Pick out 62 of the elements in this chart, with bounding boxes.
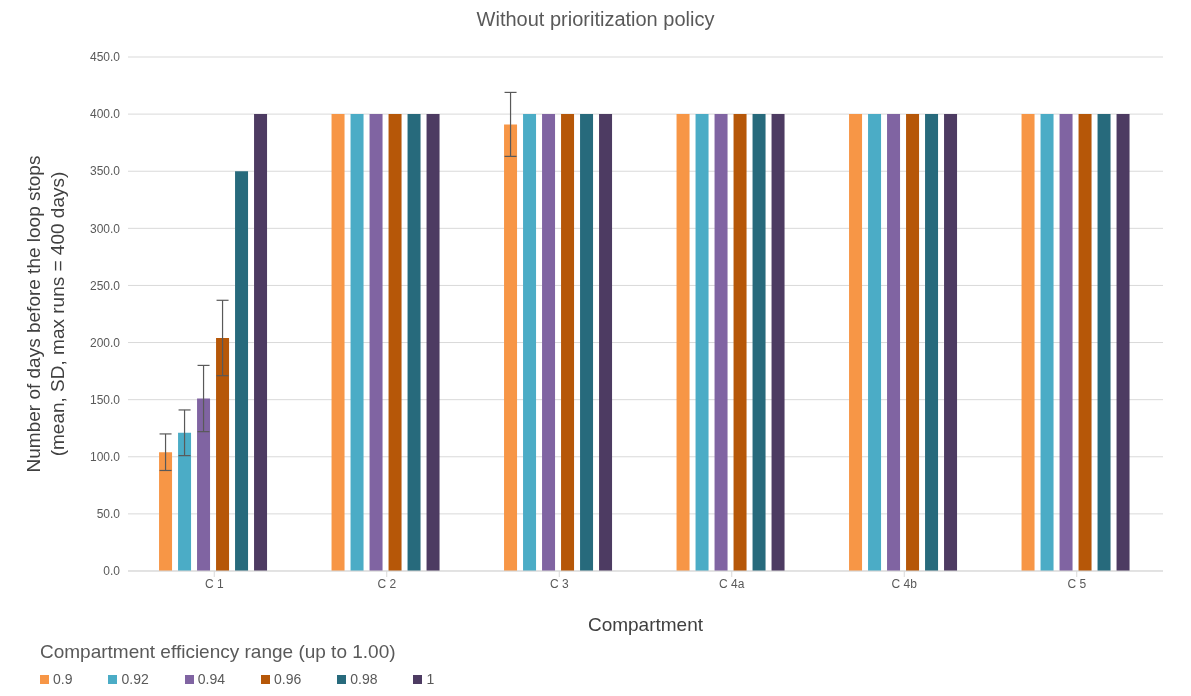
- legend-label: 0.92: [120, 671, 149, 687]
- bar: [944, 114, 958, 571]
- bar: [197, 398, 211, 571]
- bar: [407, 114, 421, 571]
- y-tick-label: 0.0: [103, 564, 121, 579]
- bar: [350, 114, 364, 571]
- legend-title: Compartment efficiency range (up to 1.00): [40, 641, 397, 663]
- y-tick-label: 400.0: [89, 107, 121, 122]
- bar: [1097, 114, 1111, 571]
- bar: [771, 114, 785, 571]
- bar: [331, 114, 345, 571]
- bar: [1078, 114, 1092, 571]
- x-tick-label: C 2: [377, 576, 397, 591]
- y-tick-label: 450.0: [89, 50, 121, 65]
- y-tick-label: 50.0: [96, 507, 121, 522]
- bar: [426, 114, 440, 571]
- legend-label: 0.9: [52, 671, 73, 687]
- bar: [906, 114, 920, 571]
- bar: [695, 114, 709, 571]
- bar: [925, 114, 939, 571]
- y-axis-title: Number of days before the loop stops (mean, SD, max runs = 400 days): [23, 155, 68, 473]
- bar: [676, 114, 690, 571]
- y-tick-label: 200.0: [89, 335, 121, 350]
- x-tick-label: C 3: [549, 576, 569, 591]
- x-axis-title: Compartment: [587, 614, 704, 635]
- bar: [235, 171, 249, 571]
- bar: [542, 114, 556, 571]
- legend-label: 0.98: [349, 671, 378, 687]
- y-tick-label: 100.0: [89, 450, 121, 465]
- bar: [868, 114, 882, 571]
- legend-label: 0.94: [196, 671, 225, 687]
- bar: [561, 114, 575, 571]
- bar: [849, 114, 863, 571]
- x-tick-label: C 5: [1067, 576, 1087, 591]
- legend-label: 1: [425, 671, 435, 687]
- bar: [523, 114, 537, 571]
- bar: [504, 124, 518, 571]
- bar: [733, 114, 747, 571]
- bar: [1021, 114, 1035, 571]
- y-tick-label: 250.0: [89, 278, 121, 293]
- x-tick-label: C 4a: [719, 576, 745, 591]
- bar: [714, 114, 728, 571]
- bar: [1059, 114, 1073, 571]
- bar: [580, 114, 594, 571]
- y-tick-label: 350.0: [89, 164, 121, 179]
- chart-title: Without prioritization policy: [475, 8, 716, 31]
- bar: [216, 337, 230, 571]
- bar: [1116, 114, 1130, 571]
- bar: [1040, 114, 1054, 571]
- bar: [159, 452, 173, 571]
- bar: [752, 114, 766, 571]
- x-tick-label: C 1: [204, 576, 224, 591]
- bar: [388, 114, 402, 571]
- bar: [887, 114, 901, 571]
- y-tick-label: 150.0: [89, 392, 121, 407]
- bar: [178, 432, 192, 571]
- y-tick-label: 300.0: [89, 221, 121, 236]
- x-tick-label: C 4b: [891, 576, 918, 591]
- legend-label: 0.96: [272, 671, 302, 687]
- bar: [254, 114, 268, 571]
- bar: [599, 114, 613, 571]
- bar: [369, 114, 383, 571]
